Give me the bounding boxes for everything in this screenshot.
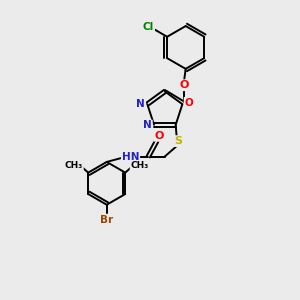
Text: CH₃: CH₃ <box>130 161 149 170</box>
Text: N: N <box>143 120 152 130</box>
Text: CH₃: CH₃ <box>65 161 83 170</box>
Text: S: S <box>174 136 182 146</box>
Text: O: O <box>179 80 189 90</box>
Text: Br: Br <box>100 214 113 225</box>
Text: HN: HN <box>122 152 139 162</box>
Text: O: O <box>184 98 193 108</box>
Text: N: N <box>136 99 145 109</box>
Text: Cl: Cl <box>143 22 154 32</box>
Text: O: O <box>154 131 164 141</box>
